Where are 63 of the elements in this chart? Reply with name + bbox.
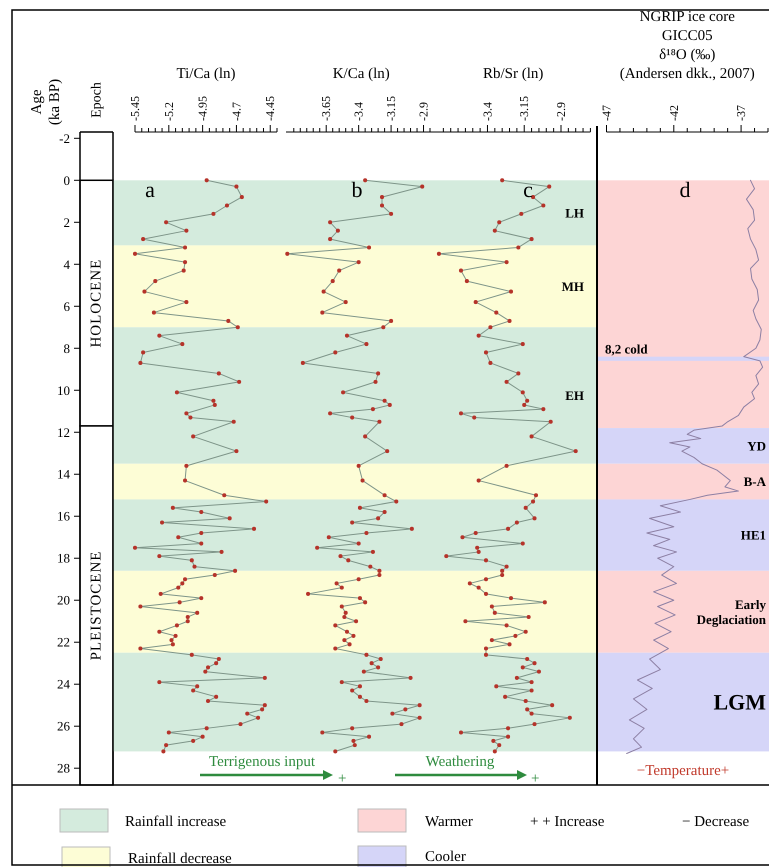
annotation: c [523, 177, 534, 202]
text: + + Increase [530, 814, 605, 830]
band-label: 8,2 cold [605, 342, 648, 357]
x-tick-label: -2.9 [416, 102, 431, 121]
x-tick-label: -3.65 [319, 96, 334, 121]
y-tick-label: 20 [57, 592, 70, 608]
y-tick-label: 4 [64, 256, 70, 272]
y-tick-label: 12 [57, 424, 70, 440]
annotation: a [145, 177, 156, 202]
y-tick-label: 2 [64, 214, 70, 230]
y-tick-label: 14 [57, 466, 70, 482]
annotation: + [338, 771, 346, 787]
series-label: PLEISTOCENE [88, 550, 104, 660]
x-tick-label: -5.2 [162, 102, 176, 121]
x-tick-label: -47 [600, 105, 614, 121]
band-label: HE1 [740, 528, 766, 543]
x-tick-label: -3.15 [517, 96, 532, 121]
text: Rainfall decrease [128, 851, 232, 867]
x-tick-label: -42 [666, 105, 681, 121]
text: Cooler [425, 849, 466, 865]
x-axis-title: NGRIP ice core GICC05 δ¹⁸O (‰) (Andersen dkk., 2007) [620, 9, 755, 82]
y-tick-label: 10 [57, 382, 70, 398]
y-tick-label: 6 [64, 298, 70, 314]
band-label: LGM [713, 690, 766, 715]
series-label: HOLOCENE [88, 258, 104, 348]
y-tick-label: -2 [59, 130, 70, 146]
x-tick-label: -37 [734, 105, 748, 121]
band-label: MH [562, 278, 584, 294]
band-label: YD [747, 438, 766, 454]
y-tick-label: 26 [57, 718, 70, 734]
x-axis-title: Ti/Ca (ln) [176, 66, 236, 82]
band-label: EH [565, 388, 584, 404]
y-tick-label: 0 [64, 172, 70, 188]
y-tick-label: 22 [57, 634, 70, 650]
y-tick-label: 24 [57, 676, 70, 692]
y-axis-title: Age (ka BP) [29, 78, 63, 126]
text: − Decrease [682, 814, 750, 830]
x-axis-title: K/Ca (ln) [332, 66, 390, 82]
annotation: −Temperature+ [636, 763, 730, 779]
x-tick-label: -5.45 [128, 96, 142, 121]
x-tick-label: -4.95 [196, 96, 210, 121]
band-label: LH [565, 205, 584, 220]
y-tick-label: 18 [57, 550, 70, 566]
annotation: b [352, 177, 362, 202]
x-tick-label: -4.7 [229, 102, 244, 121]
annotation: Weathering [426, 754, 495, 770]
text: Epoch [90, 82, 104, 118]
x-tick-label: -3.15 [384, 96, 398, 121]
text: Rainfall increase [125, 814, 227, 830]
band-label: Early Deglaciation [696, 596, 767, 627]
x-axis-title: Rb/Sr (ln) [482, 66, 544, 82]
annotation: d [680, 177, 690, 202]
y-tick-label: 8 [64, 340, 70, 356]
annotation: Terrigenous input [208, 754, 316, 770]
x-tick-label: -3.4 [352, 102, 366, 121]
x-tick-label: -4.45 [263, 96, 278, 121]
annotation: + [531, 771, 540, 787]
x-tick-label: -3.4 [480, 102, 494, 121]
x-tick-label: -2.9 [554, 102, 568, 121]
text: Warmer [425, 814, 473, 830]
y-tick-label: 16 [57, 508, 70, 524]
y-tick-label: 28 [57, 760, 70, 776]
band-label: B-A [744, 474, 767, 490]
